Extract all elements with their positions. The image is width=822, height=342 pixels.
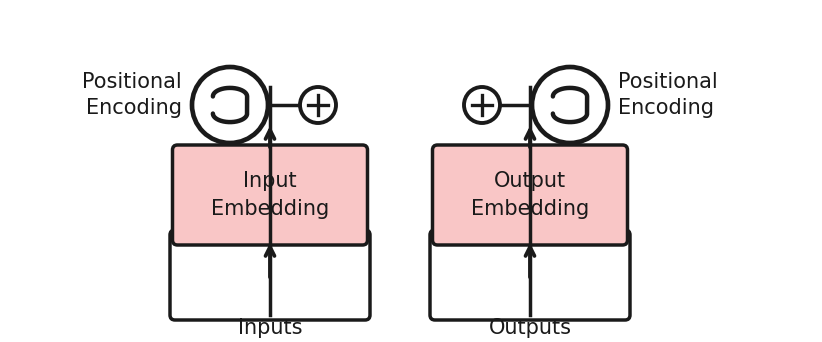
Circle shape [300,87,336,123]
Circle shape [532,67,608,143]
Text: Outputs
(shifted right): Outputs (shifted right) [459,318,602,342]
Text: Positional
Encoding: Positional Encoding [618,72,718,118]
Text: Inputs: Inputs [238,318,302,338]
Text: Output
Embedding: Output Embedding [471,171,589,219]
FancyBboxPatch shape [170,230,370,320]
FancyBboxPatch shape [432,145,627,245]
Circle shape [192,67,268,143]
Text: Input
Embedding: Input Embedding [211,171,329,219]
FancyBboxPatch shape [173,145,367,245]
FancyBboxPatch shape [430,230,630,320]
Text: Positional
Encoding: Positional Encoding [82,72,182,118]
Circle shape [464,87,500,123]
